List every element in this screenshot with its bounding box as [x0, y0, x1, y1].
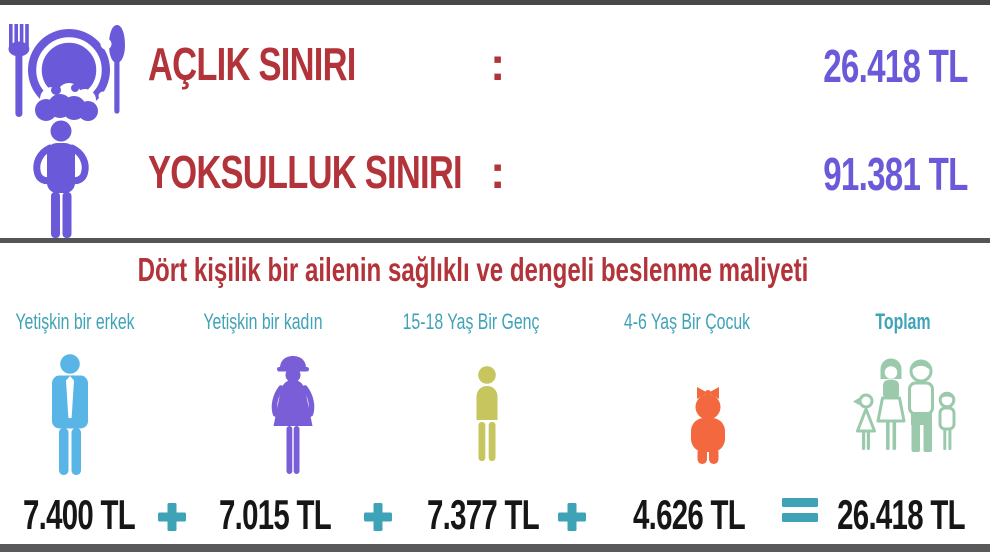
- value-child: 4.626 TL: [632, 491, 746, 538]
- hunger-threshold-value: 26.418 TL: [823, 40, 969, 92]
- plus-icon: [558, 503, 586, 531]
- meal-plate-icon: [8, 24, 125, 121]
- column-label-adult-woman: Yetişkin bir kadın: [203, 309, 323, 334]
- breakdown-title: Dört kişilik bir ailenin sağlıklı ve den…: [137, 251, 809, 288]
- equals-icon: [782, 498, 818, 522]
- section-divider-line: [0, 238, 990, 243]
- top-border-line: [0, 0, 990, 5]
- value-adult-man: 7.400 TL: [22, 491, 136, 538]
- adult-woman-icon: [271, 356, 315, 474]
- tie-detail: [66, 376, 74, 418]
- toddler-icon: [691, 387, 725, 464]
- value-total: 26.418 TL: [837, 491, 965, 538]
- teen-icon: [476, 366, 498, 461]
- plus-icon: [364, 503, 392, 531]
- poverty-threshold-value: 91.381 TL: [823, 148, 969, 200]
- family-icon: [853, 358, 956, 452]
- value-adult-woman: 7.015 TL: [218, 491, 332, 538]
- plus-icon: [158, 503, 186, 531]
- value-teen: 7.377 TL: [426, 491, 540, 538]
- hunger-threshold-label: AÇLIK SINIRI: [148, 38, 356, 90]
- column-label-child: 4-6 Yaş Bir Çocuk: [623, 309, 751, 334]
- column-label-total: Toplam: [875, 309, 931, 334]
- column-label-teen: 15-18 Yaş Bir Genç: [402, 309, 540, 334]
- poverty-threshold-colon: :: [490, 146, 506, 198]
- hunger-threshold-colon: :: [490, 38, 506, 90]
- bottom-border-line: [0, 544, 990, 552]
- empty-pockets-person-icon: [33, 120, 89, 238]
- column-label-adult-man: Yetişkin bir erkek: [15, 309, 135, 334]
- adult-man-icon: [52, 354, 88, 475]
- poverty-threshold-label: YOKSULLUK SINIRI: [148, 146, 463, 198]
